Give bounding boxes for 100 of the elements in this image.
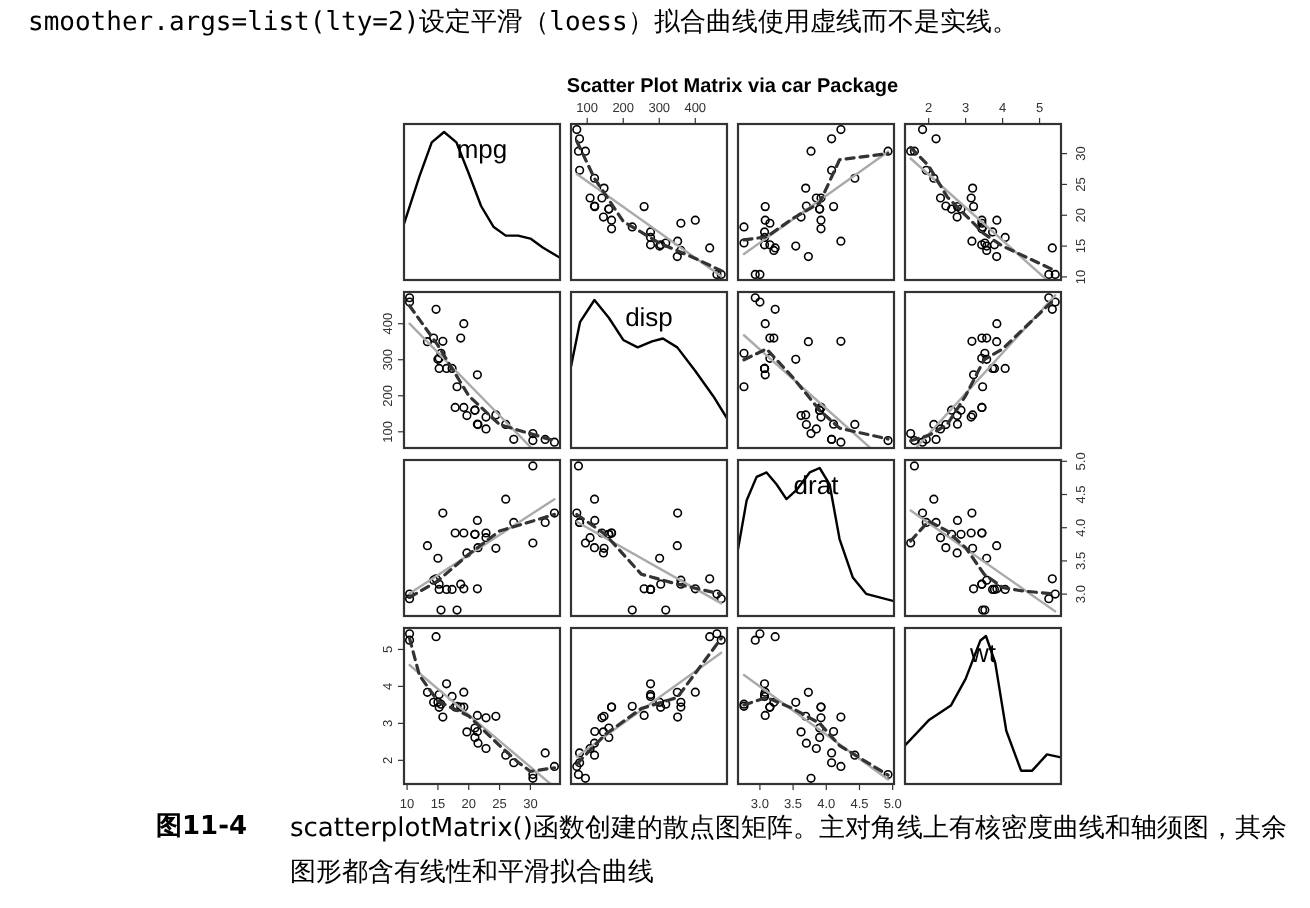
point [690,687,700,697]
point [883,769,893,780]
point [906,428,916,439]
point [705,574,715,584]
point [606,224,617,234]
point [921,517,931,527]
point [404,594,415,604]
caption: 图11-4 [156,810,248,844]
point [590,726,600,737]
point [491,711,501,721]
point [850,750,860,760]
point [977,333,987,343]
point [935,193,946,203]
point [803,687,813,697]
point [434,363,444,374]
point [1050,589,1060,599]
point [676,575,686,585]
point [501,494,511,504]
point [456,333,466,343]
point [765,333,775,343]
point [438,712,448,722]
point [952,419,963,429]
point [967,508,977,518]
point [431,632,441,642]
point [645,227,656,237]
point [968,183,978,193]
point [759,240,770,250]
point [422,337,433,347]
point [739,238,749,248]
point [992,251,1002,262]
point [917,124,928,135]
point [452,605,462,615]
chart-title: disp [625,302,673,332]
point [755,629,765,639]
point [441,584,452,595]
point [755,269,765,280]
point [472,584,482,594]
point [816,412,826,422]
point [597,193,607,203]
point [580,538,591,548]
point [988,227,998,237]
point [769,333,779,343]
point [836,437,846,447]
point [796,727,806,737]
point [982,245,992,255]
point [941,419,951,430]
point [433,553,443,563]
point [1047,304,1057,314]
point [978,382,988,392]
point [540,434,550,445]
point [828,419,839,429]
point [481,743,491,754]
point [929,494,939,504]
point [982,354,992,364]
point [759,232,770,243]
point [509,434,519,444]
point [815,732,825,743]
point [931,134,941,144]
point [673,712,683,722]
point [438,508,448,518]
point [473,543,483,553]
point [806,773,816,783]
point [575,165,585,175]
point [760,215,770,225]
point [673,508,683,518]
point [935,424,946,434]
text: Scatter Plot Matrix via car Package [566,76,900,98]
point [755,297,765,307]
point [966,193,976,203]
point [791,241,801,251]
point [980,348,990,358]
point [992,215,1002,225]
point [429,697,439,707]
point [404,629,415,639]
point [472,515,482,526]
point [750,293,760,303]
point [585,533,595,543]
point [491,543,501,553]
point [828,726,839,737]
point [952,548,962,558]
point [639,584,649,594]
point [1050,269,1060,280]
point [459,402,469,413]
point [956,204,966,214]
point [676,218,686,228]
point [589,173,600,183]
point [598,548,609,558]
point [676,697,686,707]
point [585,193,595,203]
point [1044,594,1054,604]
point [750,269,760,280]
point [639,202,649,212]
point [967,236,977,246]
point [481,713,491,723]
point [770,304,780,314]
point [716,635,726,645]
point [946,405,957,415]
point [712,589,722,599]
point [941,543,951,553]
point [968,202,979,212]
